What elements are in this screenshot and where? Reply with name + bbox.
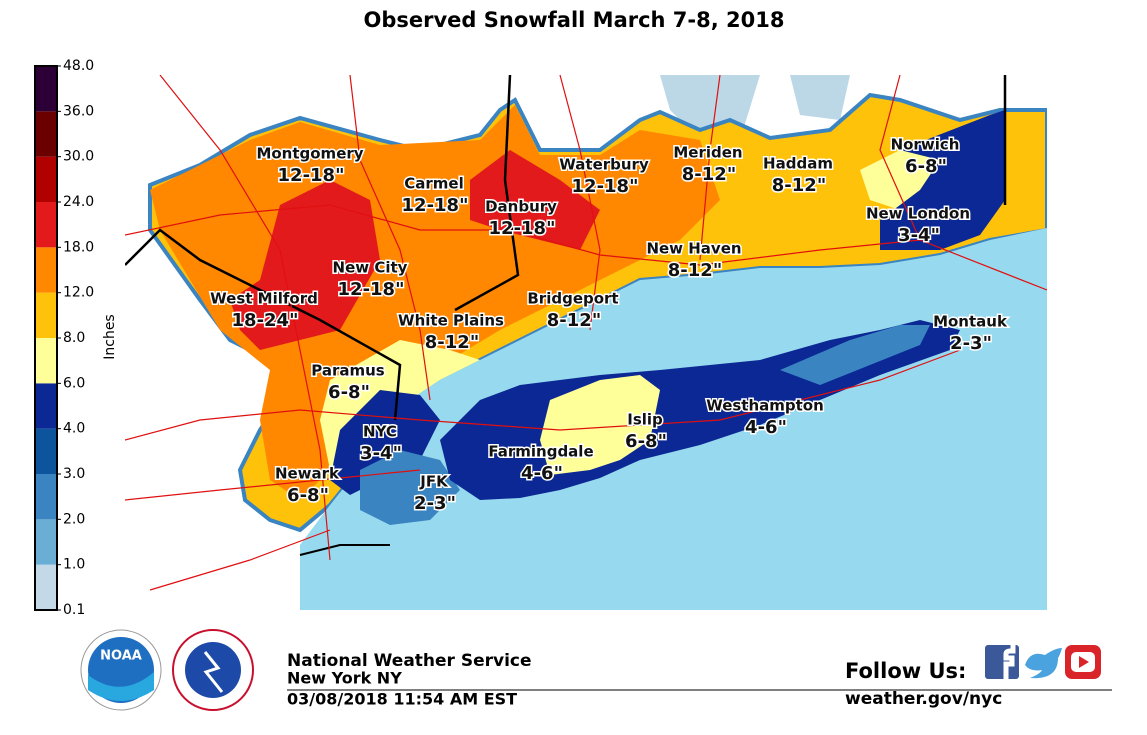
twitter-icon[interactable] <box>1025 648 1062 679</box>
colorbar-segment <box>35 111 57 157</box>
place-name: JFK <box>419 473 449 491</box>
colorbar-segment <box>35 428 57 474</box>
place-name: Montgomery <box>256 145 363 163</box>
place-amount: 8-12" <box>425 332 479 353</box>
facebook-glyph <box>1003 645 1016 679</box>
place-name: NYC <box>363 423 397 441</box>
place-name: Paramus <box>311 362 385 380</box>
colorbar-segment <box>35 338 57 384</box>
noaa-text: NOAA <box>100 649 142 664</box>
colorbar-tick-label: 3.0 <box>63 466 85 482</box>
place-amount: 12-18" <box>402 195 469 216</box>
timestamp: 03/08/2018 11:54 AM EST <box>287 690 517 709</box>
place-amount: 2-3" <box>414 493 456 514</box>
place-amount: 12-18" <box>572 176 639 197</box>
place-name: White Plains <box>398 312 504 330</box>
colorbar-tick-label: 12.0 <box>63 285 94 301</box>
place-name: Bridgeport <box>527 290 618 308</box>
state-line <box>125 228 402 421</box>
place-amount: 12-18" <box>338 279 405 300</box>
org-name: National Weather Service <box>287 651 532 671</box>
state-line <box>454 75 520 312</box>
place-amount: 8-12" <box>772 175 826 196</box>
snow-region <box>330 390 440 495</box>
place-amount: 2-3" <box>950 333 992 354</box>
colorbar-tick-label: 1.0 <box>63 557 85 573</box>
footer: NOAA National Weather Service New York N… <box>80 629 1112 711</box>
place-name: West Milford <box>210 290 318 308</box>
place-amount: 12-18" <box>278 165 345 186</box>
snow-region <box>540 375 660 475</box>
colorbar-segment <box>35 564 57 610</box>
place-amount: 8-12" <box>682 164 736 185</box>
place-amount: 6-8" <box>905 156 947 177</box>
title: Observed Snowfall March 7-8, 2018 <box>364 8 785 32</box>
colorbar-tick-label: 24.0 <box>63 194 94 210</box>
colorbar-segment <box>35 292 57 338</box>
roads <box>125 75 1047 591</box>
colorbar-label: Inches <box>102 314 118 359</box>
snow-region <box>880 110 1005 250</box>
snow-region <box>470 150 600 250</box>
colorbar-segment <box>35 519 57 565</box>
place-name: Danbury <box>485 198 557 216</box>
colorbar-tick-label: 2.0 <box>63 511 85 527</box>
place-name: Montauk <box>933 313 1008 331</box>
youtube-play <box>1079 656 1089 668</box>
colorbar-tick-label: 48.0 <box>63 58 94 74</box>
state-line <box>299 544 390 556</box>
place-name: Waterbury <box>559 156 649 174</box>
url: weather.gov/nyc <box>845 689 1002 709</box>
colorbar-segment <box>35 156 57 202</box>
colorbar-tick-label: 18.0 <box>63 239 94 255</box>
colorbar-tick-label: 36.0 <box>63 103 94 119</box>
snow-region <box>780 325 930 385</box>
colorbar-tick-label: 30.0 <box>63 149 94 165</box>
place-name: Haddam <box>763 155 833 173</box>
place-name: Farmingdale <box>488 443 593 461</box>
colorbar-tick-label: 6.0 <box>63 375 85 391</box>
colorbar-segment <box>35 474 57 520</box>
colorbar-segment <box>35 247 57 293</box>
place-name: New London <box>866 205 970 223</box>
place-amount: 6-8" <box>287 485 329 506</box>
place-name: Islip <box>627 411 663 429</box>
place-name: Norwich <box>891 136 960 154</box>
place-name: New City <box>333 259 408 277</box>
place-name: Meriden <box>673 144 742 162</box>
follow-label: Follow Us: <box>845 659 966 683</box>
place-amount: 4-6" <box>521 463 563 484</box>
place-amount: 3-4" <box>898 225 940 246</box>
place-amount: 6-8" <box>328 382 370 403</box>
reservoir <box>790 75 850 120</box>
place-amount: 8-12" <box>668 260 722 281</box>
colorbar: Inches 0.1 1.0 2.0 3.0 4.0 6.0 8.0 12.0 18.0 24.0… <box>34 58 118 618</box>
place-amount: 4-6" <box>745 417 787 438</box>
place-amount: 3-4" <box>360 443 402 464</box>
noaa-wave <box>88 672 154 701</box>
place-amount: 12-18" <box>489 218 556 239</box>
colorbar-tick-label: 4.0 <box>63 421 85 437</box>
colorbar-segment <box>35 202 57 248</box>
map <box>125 75 1047 610</box>
place-amount: 18-24" <box>232 310 299 331</box>
place-name: Westhampton <box>706 397 824 415</box>
place-labels: Montgomery 12-18" Carmel 12-18" Danbury 12-18… <box>209 134 1010 516</box>
place-name: New Haven <box>646 240 741 258</box>
nws-bolt <box>203 651 224 693</box>
place-name: Carmel <box>404 175 463 193</box>
place-amount: 8-12" <box>547 310 601 331</box>
place-name: Newark <box>275 465 340 483</box>
snow-region <box>230 180 380 350</box>
snow-region <box>360 450 460 525</box>
colorbar-tick-label: 0.1 <box>63 602 85 618</box>
colorbar-segment <box>35 383 57 429</box>
colorbar-tick-label: 8.0 <box>63 330 85 346</box>
colorbar-segment <box>35 66 57 112</box>
office-name: New York NY <box>287 669 402 688</box>
place-amount: 6-8" <box>625 431 667 452</box>
